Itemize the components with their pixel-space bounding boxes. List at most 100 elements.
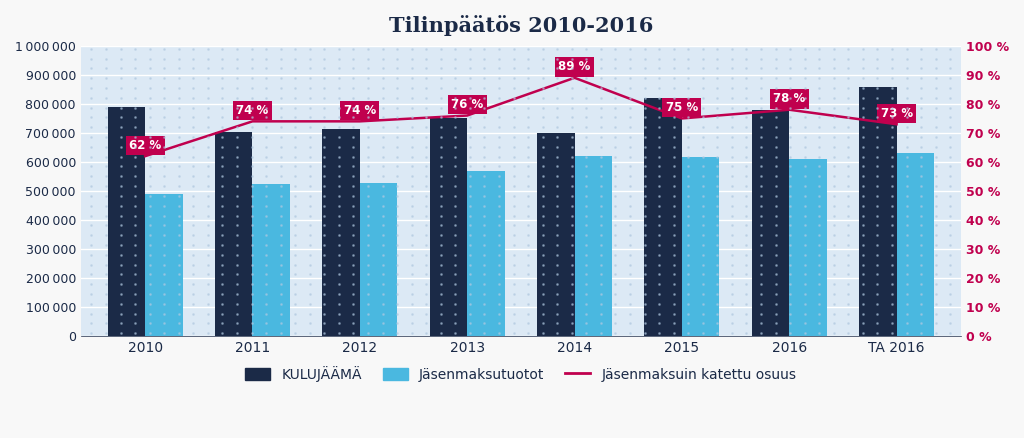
Point [258, 173, 274, 180]
Point [418, 153, 434, 160]
Point [403, 134, 420, 141]
Point [272, 173, 289, 180]
Point [869, 310, 886, 317]
Point [782, 55, 799, 62]
Point [389, 192, 406, 199]
Point [767, 241, 783, 248]
Point [869, 281, 886, 288]
Point [636, 153, 652, 160]
Point [506, 261, 522, 268]
Point [244, 330, 260, 337]
Point [375, 290, 391, 297]
Point [825, 163, 842, 170]
Point [302, 45, 318, 52]
Point [258, 85, 274, 92]
Point [302, 153, 318, 160]
Point [359, 94, 376, 101]
Point [563, 163, 580, 170]
Point [200, 94, 216, 101]
Point [782, 261, 799, 268]
Point [171, 232, 187, 239]
Point [418, 232, 434, 239]
Point [506, 65, 522, 72]
Point [942, 192, 958, 199]
Point [928, 124, 944, 131]
Point [913, 134, 930, 141]
Point [651, 163, 668, 170]
Point [825, 281, 842, 288]
Point [345, 241, 361, 248]
Point [185, 114, 202, 121]
Point [127, 163, 143, 170]
Point [462, 320, 478, 327]
Point [622, 45, 638, 52]
Point [666, 330, 682, 337]
Point [520, 281, 537, 288]
Point [782, 320, 799, 327]
Point [490, 222, 507, 229]
Point [127, 232, 143, 239]
Point [331, 124, 347, 131]
Text: 74 %: 74 % [237, 104, 268, 117]
Point [171, 330, 187, 337]
Point [680, 290, 696, 297]
Point [272, 222, 289, 229]
Point [724, 261, 740, 268]
Point [98, 143, 115, 150]
Point [316, 261, 333, 268]
Point [228, 192, 245, 199]
Point [825, 271, 842, 278]
Point [535, 85, 551, 92]
Point [767, 183, 783, 190]
Point [738, 104, 755, 111]
Point [432, 94, 449, 101]
Point [287, 290, 303, 297]
Point [913, 310, 930, 317]
Point [622, 330, 638, 337]
Point [287, 261, 303, 268]
Point [898, 104, 914, 111]
Point [214, 124, 230, 131]
Point [302, 55, 318, 62]
Point [724, 241, 740, 248]
Point [506, 75, 522, 82]
Point [782, 300, 799, 307]
Point [127, 310, 143, 317]
Point [622, 183, 638, 190]
Point [855, 65, 871, 72]
Point [228, 212, 245, 219]
Point [228, 300, 245, 307]
Point [636, 192, 652, 199]
Point [156, 241, 172, 248]
Point [753, 153, 769, 160]
Point [98, 104, 115, 111]
Point [563, 330, 580, 337]
Point [651, 134, 668, 141]
Point [185, 192, 202, 199]
Point [462, 45, 478, 52]
Point [331, 85, 347, 92]
Point [694, 310, 711, 317]
Point [359, 104, 376, 111]
Point [476, 320, 493, 327]
Point [476, 163, 493, 170]
Point [694, 232, 711, 239]
Point [141, 222, 158, 229]
Point [171, 153, 187, 160]
Point [535, 104, 551, 111]
Point [141, 330, 158, 337]
Point [710, 45, 726, 52]
Point [389, 320, 406, 327]
Point [447, 94, 464, 101]
Point [127, 271, 143, 278]
Point [579, 300, 595, 307]
Point [185, 202, 202, 209]
Point [898, 310, 914, 317]
Point [928, 104, 944, 111]
Point [753, 310, 769, 317]
Point [171, 55, 187, 62]
Point [841, 310, 857, 317]
Point [811, 222, 827, 229]
Point [767, 55, 783, 62]
Point [345, 251, 361, 258]
